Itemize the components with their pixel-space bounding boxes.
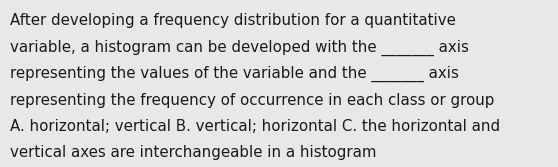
Text: variable, a histogram can be developed with the _______ axis: variable, a histogram can be developed w… xyxy=(10,40,469,56)
Text: A. horizontal; vertical B. vertical; horizontal C. the horizontal and: A. horizontal; vertical B. vertical; hor… xyxy=(10,119,500,134)
Text: representing the values of the variable and the _______ axis: representing the values of the variable … xyxy=(10,66,459,82)
Text: representing the frequency of occurrence in each class or group: representing the frequency of occurrence… xyxy=(10,93,494,108)
Text: vertical axes are interchangeable in a histogram: vertical axes are interchangeable in a h… xyxy=(10,145,377,160)
Text: After developing a frequency distribution for a quantitative: After developing a frequency distributio… xyxy=(10,13,456,28)
